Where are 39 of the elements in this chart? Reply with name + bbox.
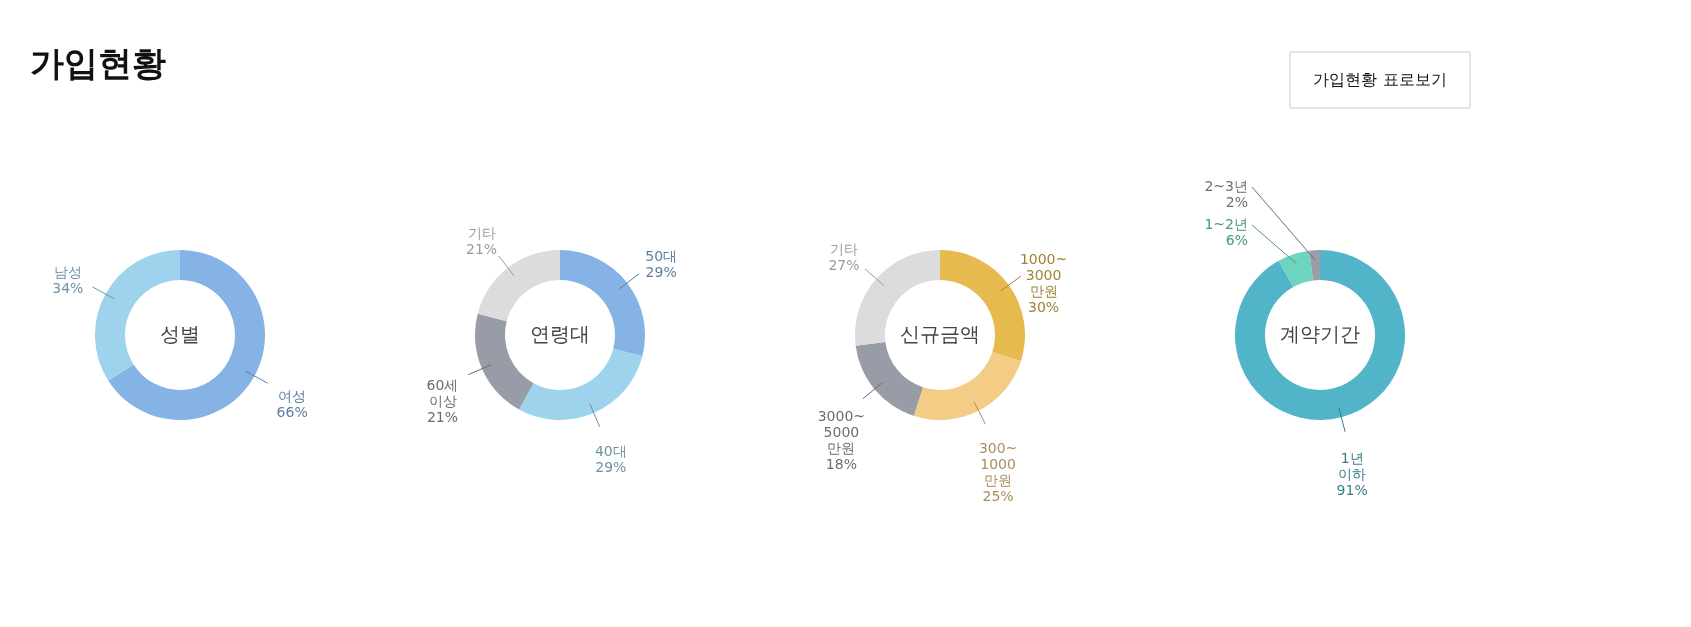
- data-label: 2%: [1225, 194, 1248, 210]
- data-label: 18%: [825, 455, 857, 472]
- text: 가입현황: [30, 43, 166, 83]
- slice-label: 기타: [829, 241, 858, 258]
- slice-label: 300~ 1000 만원: [978, 440, 1018, 489]
- donut-slice: [1309, 250, 1320, 281]
- data-label: 34%: [52, 280, 84, 297]
- slice-label: 1~2년: [1204, 216, 1248, 232]
- slice-label: 남성: [53, 264, 82, 281]
- data-label: 21%: [465, 240, 498, 257]
- data-label: 91%: [1336, 481, 1368, 498]
- data-label: 25%: [982, 488, 1014, 505]
- data-label: 29%: [645, 263, 677, 280]
- slice-label: 여성: [278, 387, 307, 404]
- slice-label: 40대: [594, 443, 627, 460]
- donut-slice: [1235, 250, 1405, 420]
- data-label: 21%: [426, 408, 459, 425]
- donut-slice: [519, 348, 643, 420]
- text: 성별: [160, 322, 200, 346]
- slice-label: 1000~ 3000 만원: [1019, 250, 1068, 299]
- donut-slice: [913, 352, 1021, 420]
- text: 연령대: [530, 322, 590, 346]
- data-label: 6%: [1225, 232, 1248, 248]
- text: 계약기간: [1280, 322, 1360, 346]
- text: 가입현황 표로보기: [1313, 70, 1447, 89]
- slice-label: 1년 이하: [1338, 449, 1367, 482]
- slice-label: 2~3년: [1204, 178, 1248, 194]
- text: 신규금액: [900, 322, 980, 346]
- data-label: 30%: [1027, 298, 1060, 315]
- donut-slice: [475, 313, 534, 410]
- slice-label: 3000~ 5000 만원: [817, 407, 866, 456]
- donut-slice: [108, 250, 265, 420]
- slice-label: 50대: [645, 247, 678, 264]
- data-label: 27%: [828, 257, 860, 274]
- slice-label: 기타: [467, 224, 496, 241]
- donut-slice: [1278, 250, 1314, 287]
- data-label: 66%: [276, 403, 308, 420]
- data-label: 29%: [595, 459, 627, 476]
- slice-label: 60세 이상: [426, 376, 459, 409]
